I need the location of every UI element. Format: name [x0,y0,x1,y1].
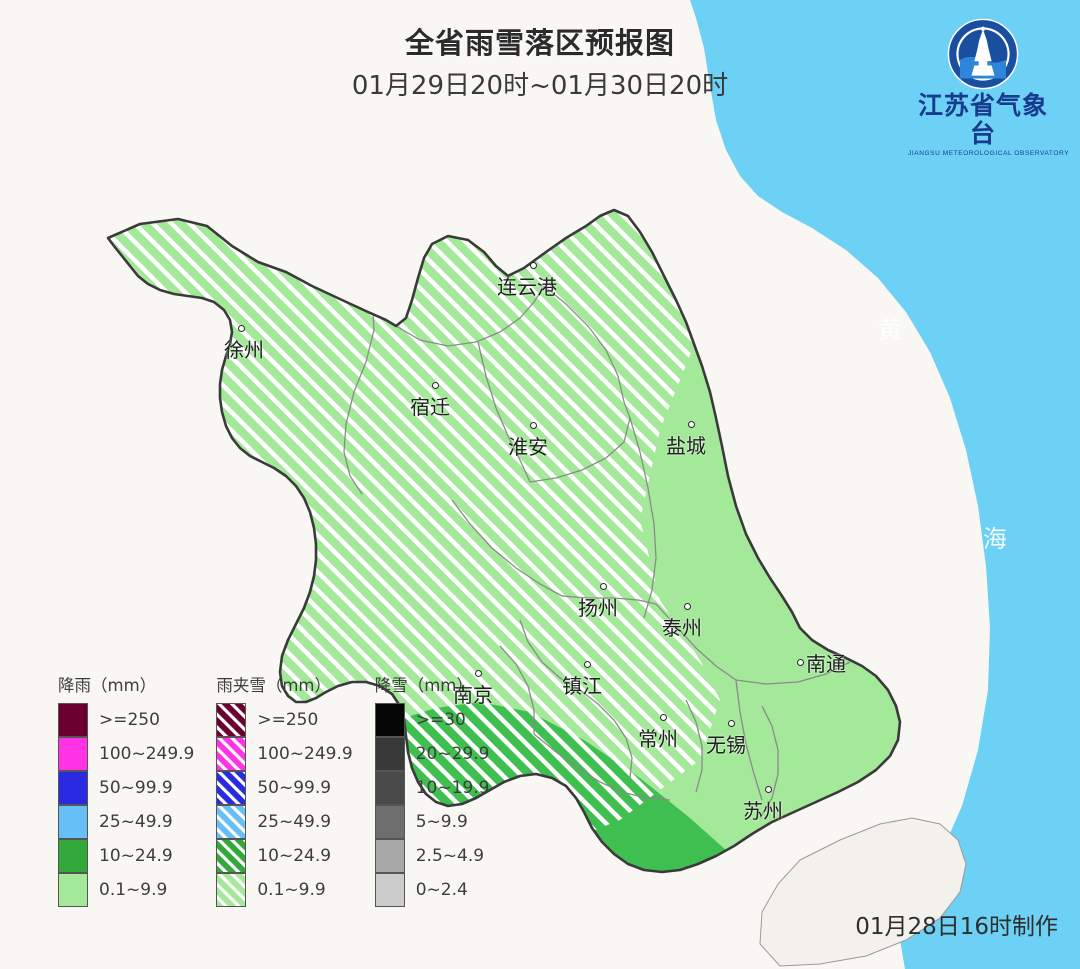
legend-swatch [374,873,405,907]
legend-title: 降雨（mm） [58,676,157,695]
legend-swatch [216,839,247,873]
legend-label: 2.5~4.9 [415,846,485,866]
legend-row: 50~99.9 [216,771,352,805]
legend-swatch-list: >=30 20~29.9 10~19.9 5~9.9 2.5~4.9 0~2.4 [374,703,490,907]
precipitation-legend: 降雨（mm） >=250 100~249.9 50~99.9 25~49.9 10~24.… [58,672,489,907]
legend-label: 10~24.9 [99,846,173,866]
legend-row: 25~49.9 [58,805,194,839]
legend-swatch-list: >=250 100~249.9 50~99.9 25~49.9 10~24.9 0.1~9… [216,703,353,907]
legend-label: 25~49.9 [257,812,332,832]
legend-column-sleet: 雨夹雪（mm） >=250 100~249.9 50~99.9 25~49.9 10~24… [216,672,353,907]
legend-label: 100~249.9 [99,744,195,764]
legend-label: 5~9.9 [415,812,468,832]
legend-row: >=250 [58,703,194,737]
legend-row: 25~49.9 [216,805,352,839]
legend-row: 5~9.9 [374,805,490,839]
legend-swatch [374,805,405,839]
logo-name-en: JIANGSU METEOROLOGICAL OBSERVATORY [908,150,1070,157]
legend-row: 0.1~9.9 [58,873,194,907]
legend-row: 10~19.9 [374,771,490,805]
legend-row: >=250 [216,703,352,737]
legend-swatch [58,873,88,907]
legend-swatch [58,805,88,839]
legend-swatch [374,737,405,771]
legend-row: 0.1~9.9 [216,873,352,907]
legend-row: 20~29.9 [374,737,490,771]
observatory-logo: 江苏省气象台 JIANGSU METEOROLOGICAL OBSERVATOR… [908,18,1069,157]
legend-swatch [216,873,247,907]
made-at-stamp: 01月28日16时制作 [855,914,1058,940]
legend-row: 0~2.4 [374,873,490,907]
legend-row: 100~249.9 [58,737,194,771]
legend-label: 0.1~9.9 [99,880,168,900]
logo-name-cn: 江苏省气象台 [917,91,1048,148]
legend-title: 雨夹雪（mm） [216,676,332,695]
legend-label: >=250 [257,710,319,730]
legend-label: 50~99.9 [257,778,332,798]
legend-label: 50~99.9 [99,778,173,798]
legend-row: 2.5~4.9 [374,839,490,873]
legend-row: 100~249.9 [216,737,353,771]
legend-swatch [374,703,405,737]
legend-title: 降雪（mm） [374,676,473,695]
neighbour-land [759,817,967,967]
legend-swatch [374,839,405,873]
legend-row: 50~99.9 [58,771,194,805]
observatory-emblem-icon [947,18,1019,90]
legend-column-rain: 降雨（mm） >=250 100~249.9 50~99.9 25~49.9 10~24.… [58,672,194,907]
legend-row: 10~24.9 [216,839,352,873]
legend-label: >=30 [415,710,466,730]
legend-swatch [374,771,405,805]
legend-swatch [58,737,88,771]
legend-label: 100~249.9 [257,744,353,764]
prefecture-borders [343,285,851,819]
legend-swatch-list: >=250 100~249.9 50~99.9 25~49.9 10~24.9 0.1~9… [58,703,194,907]
legend-swatch [58,771,88,805]
legend-label: 25~49.9 [99,812,173,832]
legend-row: 10~24.9 [58,839,194,873]
legend-label: >=250 [99,710,160,730]
legend-swatch [58,703,88,737]
legend-swatch [58,839,88,873]
legend-column-snow: 降雪（mm） >=30 20~29.9 10~19.9 5~9.9 2.5~4.9 0~2.… [374,672,490,907]
legend-swatch [216,703,247,737]
legend-label: 10~19.9 [415,778,490,798]
legend-label: 20~29.9 [415,744,490,764]
legend-swatch [216,805,247,839]
legend-label: 10~24.9 [257,846,332,866]
legend-label: 0.1~9.9 [257,880,326,900]
sea-area [690,0,1080,969]
province-outline [106,208,902,874]
legend-row: >=30 [374,703,490,737]
legend-swatch [216,771,247,805]
legend-label: 0~2.4 [415,880,468,900]
legend-swatch [216,737,247,771]
